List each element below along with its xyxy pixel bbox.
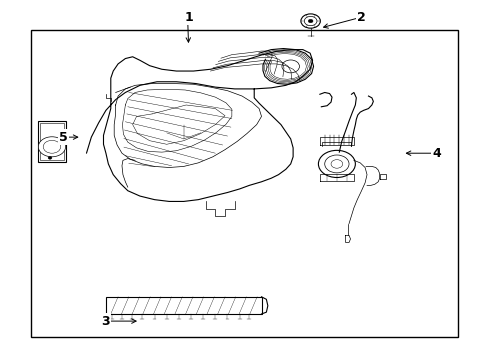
Circle shape (43, 140, 61, 153)
Text: 3: 3 (102, 315, 110, 328)
Bar (40, 123, 63, 160)
Text: 4: 4 (431, 147, 440, 160)
Circle shape (318, 150, 355, 177)
Circle shape (330, 159, 342, 168)
Bar (30, 30, 458, 337)
Bar (106, 297, 261, 314)
Circle shape (300, 14, 320, 28)
Circle shape (38, 137, 65, 157)
Circle shape (324, 155, 348, 173)
Circle shape (307, 19, 312, 23)
Circle shape (282, 60, 299, 73)
Circle shape (48, 157, 52, 159)
Text: 1: 1 (184, 11, 193, 24)
Circle shape (304, 17, 316, 26)
Text: 5: 5 (59, 131, 68, 144)
Text: 2: 2 (356, 11, 365, 24)
Bar (38, 121, 66, 162)
